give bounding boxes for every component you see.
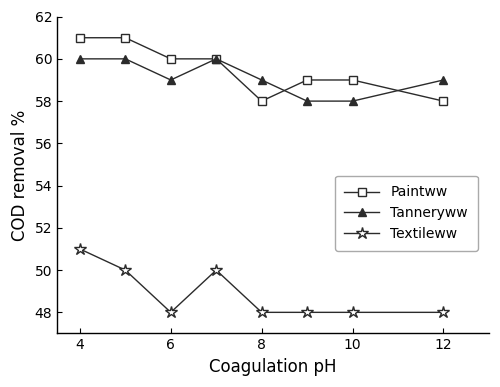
Paintww [304,78,310,82]
Textileww [258,310,264,315]
Paintww [258,99,264,103]
Textileww [350,310,356,315]
Tanneryww [122,57,128,61]
Textileww [77,247,83,251]
Tanneryww [440,78,446,82]
Line: Paintww: Paintww [76,34,448,105]
Tanneryww [304,99,310,103]
Tanneryww [213,57,219,61]
Line: Textileww: Textileww [74,243,450,319]
Textileww [440,310,446,315]
Legend: Paintww, Tanneryww, Textileww: Paintww, Tanneryww, Textileww [334,176,478,251]
Y-axis label: COD removal %: COD removal % [11,110,29,241]
Paintww [77,36,83,40]
Paintww [440,99,446,103]
Tanneryww [168,78,174,82]
Textileww [122,268,128,272]
Paintww [213,57,219,61]
Line: Tanneryww: Tanneryww [76,55,448,105]
Textileww [168,310,174,315]
X-axis label: Coagulation pH: Coagulation pH [210,358,337,376]
Paintww [350,78,356,82]
Tanneryww [77,57,83,61]
Textileww [304,310,310,315]
Tanneryww [350,99,356,103]
Textileww [213,268,219,272]
Paintww [122,36,128,40]
Tanneryww [258,78,264,82]
Paintww [168,57,174,61]
